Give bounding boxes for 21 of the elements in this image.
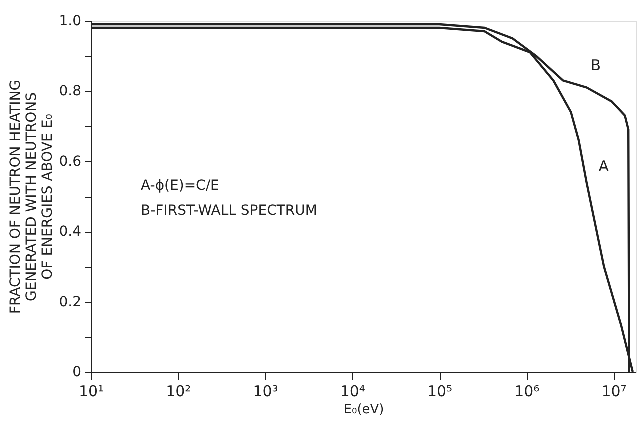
y-tick-label: 0.2	[59, 294, 82, 310]
text: OF ENERGIES ABOVE E₀	[40, 114, 56, 280]
annotation: A-ϕ(E)=C/E	[141, 178, 220, 194]
series-label: B	[590, 56, 602, 75]
annotation: B-FIRST-WALL SPECTRUM	[141, 203, 318, 219]
y-tick-label: 0	[72, 364, 82, 380]
y-tick-label: 0.8	[59, 84, 82, 100]
x-tick-label: 10³	[253, 382, 278, 400]
x-tick-label: 10⁵	[427, 382, 453, 400]
series-label: A	[598, 157, 610, 176]
text: FRACTION OF NEUTRON HEATING	[8, 80, 24, 314]
x-tick-label: 10⁴	[340, 382, 366, 400]
x-tick-label: 10⁶	[514, 382, 540, 400]
x-tick-label: 10¹	[78, 382, 104, 400]
x-tick-label: 10²	[166, 382, 192, 400]
x-axis-title: E₀(eV)	[344, 402, 384, 418]
x-tick-label: 10⁷	[602, 382, 627, 400]
text: GENERATED WITH NEUTRONS	[24, 92, 40, 302]
y-tick-label: 0.6	[59, 154, 82, 170]
y-tick-label: 1.0	[59, 14, 82, 30]
y-tick-label: 0.4	[59, 224, 82, 240]
